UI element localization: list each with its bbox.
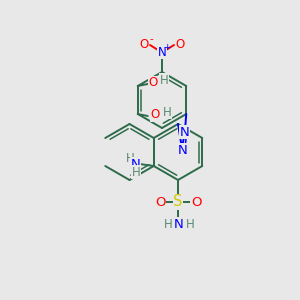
Text: S: S bbox=[173, 194, 183, 209]
Text: N: N bbox=[131, 158, 141, 170]
Text: -: - bbox=[149, 34, 153, 44]
Text: +: + bbox=[163, 43, 171, 52]
Text: H: H bbox=[162, 106, 171, 118]
Text: N: N bbox=[179, 125, 189, 139]
Text: O: O bbox=[148, 76, 158, 89]
Text: O: O bbox=[140, 38, 148, 50]
Text: H: H bbox=[125, 152, 134, 164]
Text: N: N bbox=[177, 143, 187, 157]
Text: H: H bbox=[164, 218, 172, 230]
Text: N: N bbox=[158, 46, 166, 59]
Text: H: H bbox=[186, 218, 194, 230]
Text: O: O bbox=[150, 109, 159, 122]
Text: N: N bbox=[174, 218, 184, 230]
Text: H: H bbox=[159, 74, 168, 86]
Text: H: H bbox=[131, 166, 140, 178]
Text: O: O bbox=[176, 38, 184, 50]
Text: O: O bbox=[191, 196, 201, 208]
Text: O: O bbox=[155, 196, 165, 208]
